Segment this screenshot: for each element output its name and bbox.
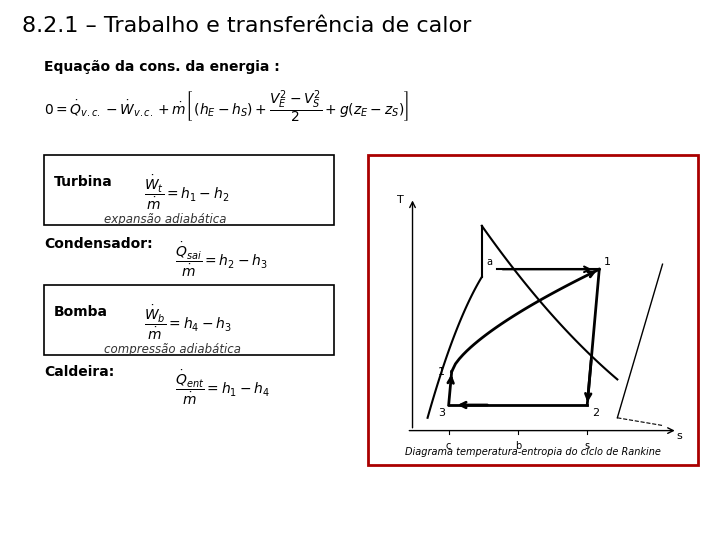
Bar xyxy=(368,155,698,465)
Text: $\dfrac{\dot{Q}_{sai}}{\dot{m}} = h_2 - h_3$: $\dfrac{\dot{Q}_{sai}}{\dot{m}} = h_2 - … xyxy=(175,241,268,279)
Bar xyxy=(44,285,334,355)
Text: s: s xyxy=(676,431,682,441)
Text: Turbina: Turbina xyxy=(54,175,113,189)
Text: $0 = \dot{Q}_{v.c.} - \dot{W}_{v.c.} + \dot{m}\left[\,(h_E - h_S) + \dfrac{V_E^2: $0 = \dot{Q}_{v.c.} - \dot{W}_{v.c.} + \… xyxy=(44,88,409,125)
Text: Condensador:: Condensador: xyxy=(44,237,153,251)
Text: Caldeira:: Caldeira: xyxy=(44,365,114,379)
Text: 2: 2 xyxy=(592,408,599,417)
Text: 3: 3 xyxy=(438,408,445,417)
Text: compressão adiabática: compressão adiabática xyxy=(104,343,241,356)
Text: $\dfrac{\dot{W}_t}{\dot{m}} = h_1 - h_2$: $\dfrac{\dot{W}_t}{\dot{m}} = h_1 - h_2$ xyxy=(144,174,229,212)
Text: a: a xyxy=(486,256,492,267)
Text: b: b xyxy=(515,441,521,451)
Text: 1: 1 xyxy=(604,256,611,267)
Text: Equação da cons. da energia :: Equação da cons. da energia : xyxy=(44,60,280,74)
Text: s: s xyxy=(585,441,590,451)
Text: Bomba: Bomba xyxy=(54,305,108,319)
Bar xyxy=(44,155,334,225)
Text: $\dfrac{\dot{W}_b}{\dot{m}} = h_4 - h_3$: $\dfrac{\dot{W}_b}{\dot{m}} = h_4 - h_3$ xyxy=(144,304,232,342)
Text: 1: 1 xyxy=(438,367,445,377)
Text: 8.2.1 – Trabalho e transferência de calor: 8.2.1 – Trabalho e transferência de calo… xyxy=(22,16,472,36)
Text: T: T xyxy=(397,195,404,205)
Text: c: c xyxy=(446,441,451,451)
Text: Diagrama temperatura-entropia do ciclo de Rankine: Diagrama temperatura-entropia do ciclo d… xyxy=(405,447,661,457)
Text: $\dfrac{\dot{Q}_{ent}}{\dot{m}} = h_1 - h_4$: $\dfrac{\dot{Q}_{ent}}{\dot{m}} = h_1 - … xyxy=(175,369,270,407)
Text: expansão adiabática: expansão adiabática xyxy=(104,213,227,226)
